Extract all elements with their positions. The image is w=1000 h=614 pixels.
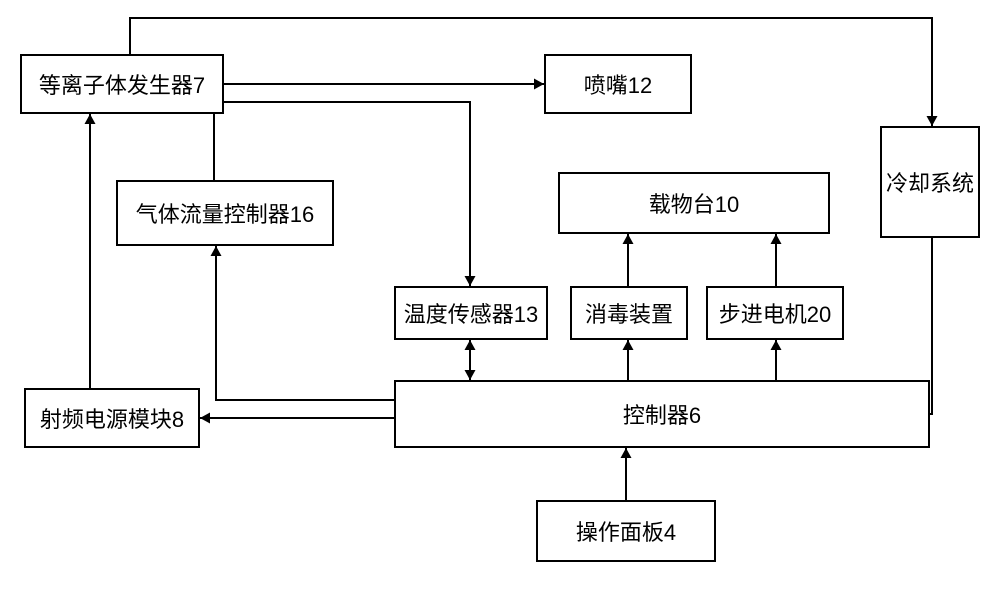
node-label: 步进电机20 (719, 297, 831, 329)
node-label: 温度传感器13 (404, 297, 538, 329)
node-plasma-generator: 等离子体发生器7 (20, 54, 224, 114)
node-temperature-sensor: 温度传感器13 (394, 286, 548, 340)
node-label: 等离子体发生器7 (39, 68, 205, 100)
node-cooling-system: 冷却系统 (880, 126, 980, 238)
node-stage: 载物台10 (558, 172, 830, 234)
node-label: 操作面板4 (576, 515, 676, 547)
node-gas-flow-controller: 气体流量控制器16 (116, 180, 334, 246)
diagram-canvas: 等离子体发生器7 喷嘴12 冷却系统 气体流量控制器16 温度传感器13 消毒装… (0, 0, 1000, 614)
node-label: 消毒装置 (585, 297, 673, 329)
node-controller: 控制器6 (394, 380, 930, 448)
node-label: 冷却系统 (886, 166, 974, 198)
node-operation-panel: 操作面板4 (536, 500, 716, 562)
node-label: 控制器6 (623, 398, 701, 430)
node-rf-power-module: 射频电源模块8 (24, 388, 200, 448)
node-label: 载物台10 (649, 187, 739, 219)
node-stepper-motor: 步进电机20 (706, 286, 844, 340)
node-label: 气体流量控制器16 (136, 197, 314, 229)
node-label: 喷嘴12 (584, 68, 652, 100)
node-label: 射频电源模块8 (40, 402, 184, 434)
node-disinfect-device: 消毒装置 (570, 286, 688, 340)
node-nozzle: 喷嘴12 (544, 54, 692, 114)
